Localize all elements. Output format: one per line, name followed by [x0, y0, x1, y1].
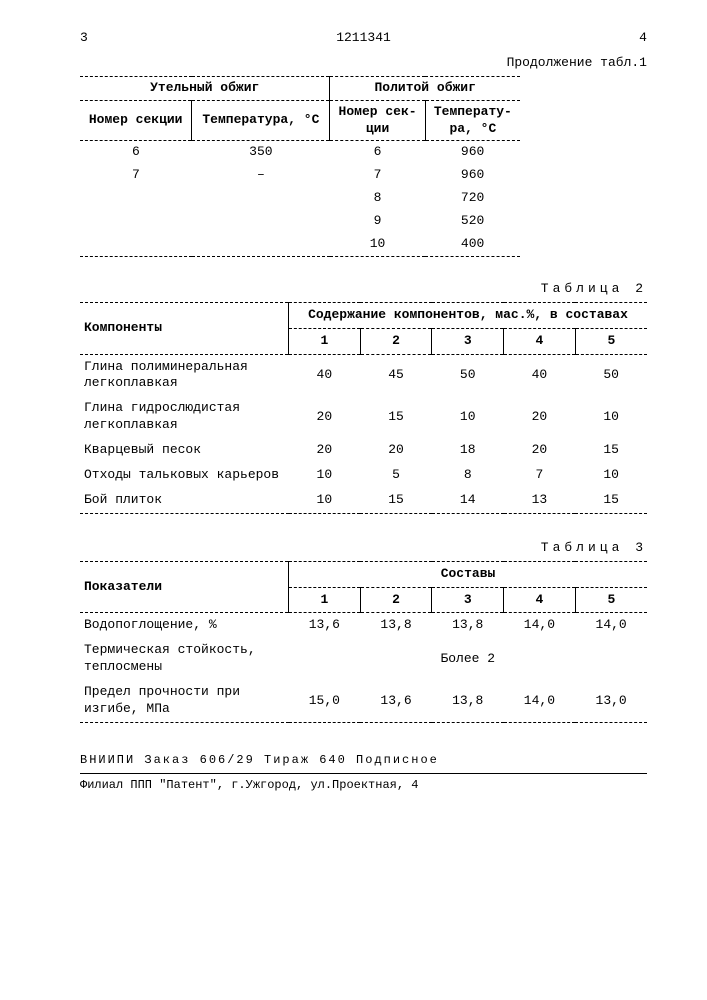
table-cell: 720	[425, 187, 520, 210]
t2-col-2: 2	[360, 328, 432, 354]
table-cell: 9	[330, 210, 425, 233]
table-cell: 15	[575, 488, 647, 513]
table-2: Компоненты Содержание компонентов, мас.%…	[80, 302, 647, 522]
t2-col-3: 3	[432, 328, 504, 354]
t3-group-label: Составы	[289, 561, 648, 587]
table-cell	[80, 187, 192, 210]
table-cell: 960	[425, 164, 520, 187]
table-cell: 15	[360, 488, 432, 513]
table-cell: 40	[289, 354, 361, 396]
t3-col-3: 3	[432, 587, 504, 613]
t1-col3: Номер сек- ции	[330, 100, 425, 141]
table-cell: 6	[80, 141, 192, 164]
table-cell: 50	[432, 354, 504, 396]
table-row-label: Кварцевый песок	[80, 438, 289, 463]
table-row-label: Глина гидрослюдистая легкоплавкая	[80, 396, 289, 438]
table-cell: 20	[504, 438, 576, 463]
t3-col-2: 2	[360, 587, 432, 613]
table-cell: 13,8	[432, 680, 504, 722]
table-cell: 45	[360, 354, 432, 396]
table-cell: 13,0	[575, 680, 647, 722]
table-cell: 15,0	[289, 680, 361, 722]
page-center: 1211341	[336, 30, 391, 47]
table-cell: 13,8	[360, 613, 432, 638]
table-cell: 10	[289, 463, 361, 488]
table-row-label: Термическая стойкость, теплосмены	[80, 638, 289, 680]
table-cell: 10	[432, 396, 504, 438]
table-cell: –	[192, 164, 330, 187]
table-cell: 13	[504, 488, 576, 513]
footer-line2: Филиал ППП "Патент", г.Ужгород, ул.Проек…	[80, 778, 647, 794]
t3-col-4: 4	[504, 587, 576, 613]
table-cell: 13,6	[360, 680, 432, 722]
table-row-label: Глина полиминеральная легкоплавкая	[80, 354, 289, 396]
table-cell: 10	[330, 233, 425, 256]
table-cell: 14,0	[504, 680, 576, 722]
t3-col-1: 1	[289, 587, 361, 613]
table-cell	[192, 233, 330, 256]
table-cell: 50	[575, 354, 647, 396]
table-cell: 13,8	[432, 613, 504, 638]
t2-col-4: 4	[504, 328, 576, 354]
table-cell: 15	[575, 438, 647, 463]
t1-col2: Температура, °С	[192, 100, 330, 141]
page-left: 3	[80, 30, 88, 47]
table-cell: 10	[575, 463, 647, 488]
table-cell: 6	[330, 141, 425, 164]
table-row-label: Бой плиток	[80, 488, 289, 513]
table-row-label: Отходы тальковых карьеров	[80, 463, 289, 488]
t1-group-left: Утельный обжиг	[80, 76, 330, 100]
table-cell	[80, 233, 192, 256]
table-cell-span: Более 2	[289, 638, 648, 680]
table-cell	[192, 187, 330, 210]
table-cell: 7	[80, 164, 192, 187]
table-cell: 14,0	[575, 613, 647, 638]
t3-col-label: Показатели	[80, 561, 289, 613]
t2-group-label: Содержание компонентов, мас.%, в состава…	[289, 302, 648, 328]
table-cell: 960	[425, 141, 520, 164]
table-1: Утельный обжиг Политой обжиг Номер секци…	[80, 76, 520, 263]
table-3: Показатели Составы 12345 Водопоглощение,…	[80, 561, 647, 731]
table-cell: 20	[504, 396, 576, 438]
table-cell: 18	[432, 438, 504, 463]
table-row-label: Предел прочности при изгибе, МПа	[80, 680, 289, 722]
table1-continuation: Продолжение табл.1	[80, 55, 647, 72]
table3-title: Таблица 3	[80, 540, 647, 557]
t2-col-label: Компоненты	[80, 302, 289, 354]
table-cell: 20	[289, 396, 361, 438]
table-cell: 5	[360, 463, 432, 488]
table-row-label: Водопоглощение, %	[80, 613, 289, 638]
table-cell: 20	[360, 438, 432, 463]
table-cell: 20	[289, 438, 361, 463]
table-cell: 520	[425, 210, 520, 233]
footer-line1: ВНИИПИ Заказ 606/29 Тираж 640 Подписное	[80, 753, 647, 769]
table-cell: 13,6	[289, 613, 361, 638]
table-cell: 15	[360, 396, 432, 438]
table-cell: 350	[192, 141, 330, 164]
t1-col4: Температу- ра, °С	[425, 100, 520, 141]
page-right: 4	[639, 30, 647, 47]
t3-col-5: 5	[575, 587, 647, 613]
table-cell: 400	[425, 233, 520, 256]
table-cell: 8	[432, 463, 504, 488]
table-cell: 7	[504, 463, 576, 488]
table-cell: 14	[432, 488, 504, 513]
table-cell: 10	[575, 396, 647, 438]
t1-col1: Номер секции	[80, 100, 192, 141]
t2-col-1: 1	[289, 328, 361, 354]
t1-group-right: Политой обжиг	[330, 76, 520, 100]
table-cell	[192, 210, 330, 233]
table-cell	[80, 210, 192, 233]
table-cell: 7	[330, 164, 425, 187]
page-header: 3 1211341 4	[80, 30, 647, 47]
footer: ВНИИПИ Заказ 606/29 Тираж 640 Подписное …	[80, 753, 647, 793]
table-cell: 8	[330, 187, 425, 210]
table-cell: 14,0	[504, 613, 576, 638]
table-cell: 10	[289, 488, 361, 513]
table2-title: Таблица 2	[80, 281, 647, 298]
t2-col-5: 5	[575, 328, 647, 354]
table-cell: 40	[504, 354, 576, 396]
